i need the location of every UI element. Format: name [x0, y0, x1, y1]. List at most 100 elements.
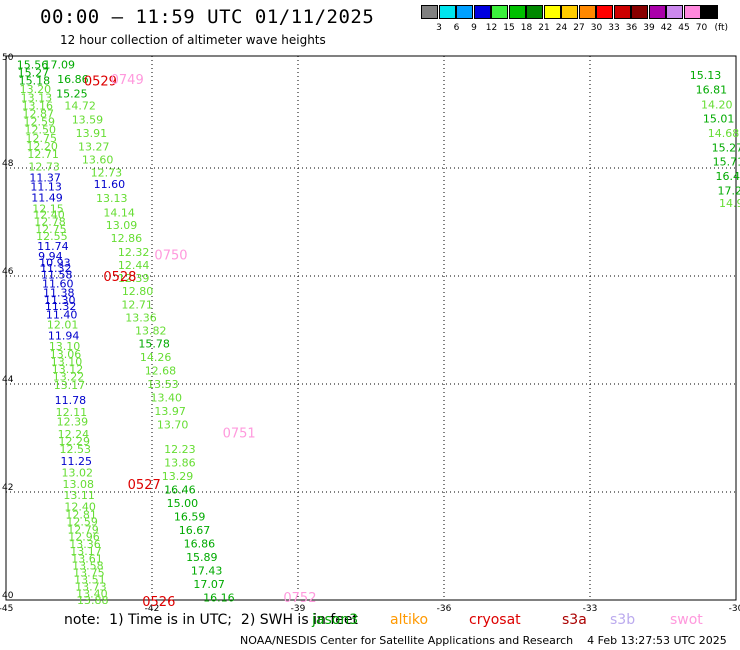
credit-text: NOAA/NESDIS Center for Satellite Applica…: [240, 634, 574, 647]
wave-height-value: 12.40: [33, 208, 65, 221]
wave-height-value: 12.32: [118, 246, 150, 259]
pass-time-label: 0749: [111, 73, 144, 88]
legend-label: 39: [643, 23, 655, 33]
wave-height-value: 13.53: [147, 378, 179, 391]
wave-height-value: 11.74: [37, 240, 69, 253]
wave-height-value: 13.02: [61, 467, 92, 480]
wave-height-value: 13.51: [74, 573, 106, 586]
pass-time-label: 0526: [142, 595, 175, 610]
wave-height-value: 13.17: [54, 379, 85, 392]
wave-height-value: 13.27: [78, 140, 110, 153]
wave-height-value: 12.29: [59, 435, 90, 448]
wave-height-value: 13.11: [63, 489, 95, 502]
wave-height-value: 16.46: [164, 483, 196, 496]
wave-height-value: 12.79: [67, 523, 99, 536]
wave-height-value: 11.25: [61, 455, 93, 468]
wave-height-value: 12.81: [65, 509, 97, 522]
wave-height-value: 12.80: [122, 285, 153, 298]
wave-height-value: 13.91: [76, 127, 108, 140]
wave-height-value: 13.60: [82, 153, 114, 166]
wave-height-value: 11.32: [45, 300, 77, 313]
legend-swatch: [631, 5, 648, 19]
y-tick-label: 46: [2, 267, 14, 277]
pass-time-label: 0528: [103, 270, 136, 285]
wave-height-value: 16.45: [716, 170, 740, 183]
wave-height-value: 12.73: [91, 166, 123, 179]
legend-swatch: [701, 5, 718, 19]
wave-height-value: 15.00: [167, 497, 199, 510]
satellite-s3a: s3a: [562, 612, 587, 628]
wave-height-value: 12.01: [47, 319, 79, 332]
wave-height-value: 15.56: [17, 58, 48, 71]
wave-height-value: 11.37: [29, 172, 61, 185]
wave-height-value: 12.68: [145, 365, 177, 378]
wave-height-value: 15.27: [18, 66, 50, 79]
wave-height-value: 11.13: [30, 180, 62, 193]
wave-height-value: 11.60: [42, 278, 74, 291]
wave-height-value: 11.49: [31, 192, 63, 205]
wave-height-value: 14.72: [64, 99, 96, 112]
x-tick-label: -36: [437, 604, 452, 614]
wave-height-value: 13.12: [52, 363, 84, 376]
legend-swatch: [666, 5, 683, 19]
wave-height-value: 14.20: [701, 98, 733, 111]
legend-swatch: [596, 5, 613, 19]
color-legend: 3 6 9 12 15 18 21 24 27 30 33 36 39 42 45 70 (ft): [421, 5, 731, 35]
wave-height-value: 11.60: [94, 178, 126, 191]
legend-swatch: [473, 5, 491, 19]
wave-height-value: 13.40: [76, 588, 108, 601]
wave-height-value: 12.20: [26, 140, 58, 153]
wave-height-value: 12.40: [64, 501, 96, 514]
y-tick-label: 48: [2, 159, 14, 169]
wave-height-value: 13.29: [162, 470, 194, 483]
legend-label: 24: [555, 23, 568, 33]
legend-label: 36: [625, 23, 638, 33]
satellite-swot: swot: [670, 612, 703, 628]
wave-height-value: 12.50: [24, 124, 55, 137]
wave-height-value: 13.36: [125, 312, 157, 325]
legend-label: 42: [660, 23, 673, 33]
wave-height-value: 13.40: [151, 392, 183, 405]
wave-height-value: 11.94: [48, 329, 80, 342]
wave-height-value: 13.82: [135, 325, 167, 338]
x-tick-label: -45: [0, 604, 13, 614]
footnote: note: 1) Time is in UTC; 2) SWH is in fe…: [64, 612, 358, 628]
wave-height-value: 9.94: [38, 250, 63, 263]
y-tick-label: 42: [2, 483, 13, 493]
wave-height-value: 12.44: [118, 259, 150, 272]
wave-height-value: 12.96: [68, 530, 100, 543]
legend-swatch: [578, 5, 596, 19]
wave-height-value: 16.67: [179, 524, 211, 537]
wave-height-value: 11.40: [46, 308, 77, 321]
wave-height-value: 16.16: [203, 591, 235, 604]
wave-height-value: 16.59: [174, 510, 206, 523]
wave-height-value: 11.78: [55, 394, 87, 407]
y-tick-label: 40: [2, 591, 14, 601]
wave-height-value: 12.39: [57, 415, 89, 428]
wave-height-value: 17.43: [191, 564, 223, 577]
wave-height-value: 13.97: [154, 405, 186, 418]
wave-height-value: 13.61: [71, 552, 103, 565]
wave-height-value: 14.26: [140, 351, 172, 364]
legend-label: 33: [608, 23, 620, 33]
x-tick-label: -33: [583, 604, 598, 614]
pass-time-label: 0529: [84, 75, 117, 90]
legend-label: 18: [520, 23, 533, 33]
legend-swatch: [683, 5, 701, 19]
wave-height-value: 15.89: [186, 551, 218, 564]
wave-height-value: 13.10: [49, 340, 81, 353]
pass-time-label: 0751: [223, 427, 256, 442]
wave-height-value: 12.75: [25, 132, 57, 145]
wave-height-value: 12.39: [118, 272, 150, 285]
wave-height-value: 14.14: [103, 206, 135, 219]
wave-height-value: 12.55: [36, 230, 68, 243]
wave-height-value: 13.13: [96, 192, 128, 205]
wave-height-value: 15.71: [713, 156, 740, 169]
satellite-altiko: altiko: [390, 612, 429, 628]
wave-height-value: 12.59: [66, 516, 98, 529]
wave-height-value: 16.86: [57, 73, 89, 86]
wave-height-value: 14.68: [708, 127, 740, 140]
wave-height-value: 13.70: [157, 419, 189, 432]
wave-height-value: 13.13: [21, 91, 52, 104]
wave-height-value: 11.30: [44, 294, 76, 307]
